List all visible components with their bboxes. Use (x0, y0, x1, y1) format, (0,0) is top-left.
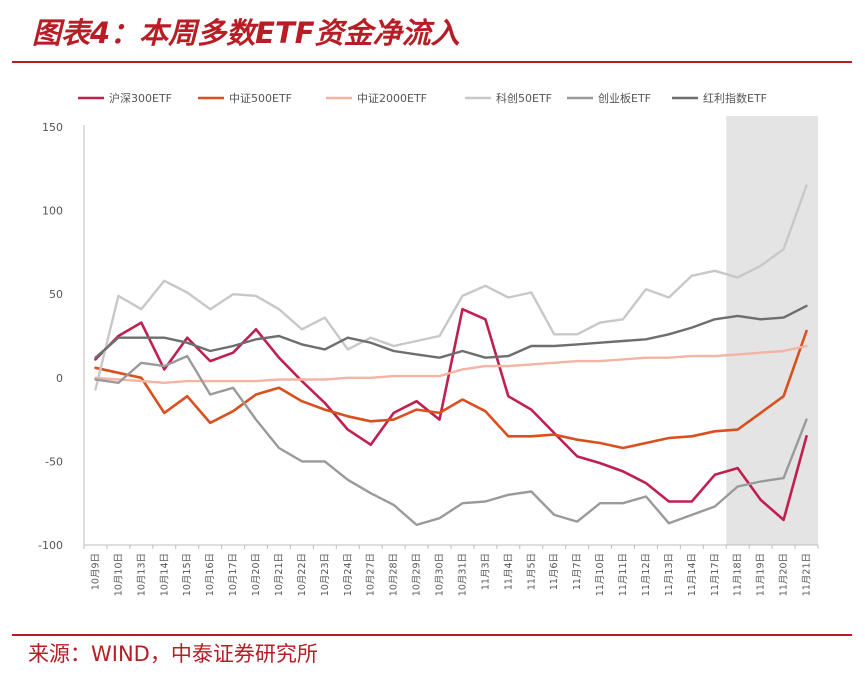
x-tick-label: 11月21日 (802, 553, 813, 596)
series-line-1 (94, 307, 808, 522)
x-tick-label: 10月29日 (412, 553, 423, 596)
x-tick-label: 10月14日 (159, 553, 170, 596)
source-divider (12, 634, 852, 636)
x-tick-label: 10月28日 (389, 553, 400, 596)
x-tick-label: 11月10日 (595, 553, 606, 596)
legend-label: 科创50ETF (496, 91, 552, 105)
x-tick-label: 11月5日 (526, 553, 537, 590)
x-tick-label: 11月18日 (733, 553, 744, 596)
x-tick-label: 10月21日 (274, 553, 285, 596)
x-tick-label: 10月30日 (435, 553, 446, 596)
legend-label: 沪深300ETF (109, 91, 172, 105)
legend-label: 中证500ETF (229, 92, 292, 105)
legend-label: 红利指数ETF (703, 91, 767, 105)
y-tick-label: 150 (42, 121, 63, 134)
source-note: 来源：WIND，中泰证券研究所 (28, 642, 318, 666)
series-line-2 (94, 329, 808, 450)
x-tick-label: 10月13日 (136, 553, 147, 596)
x-tick-label: 10月17日 (228, 553, 239, 596)
y-tick-label: -100 (38, 539, 63, 552)
x-tick-label: 10月27日 (366, 553, 377, 596)
x-tick-label: 11月4日 (503, 553, 514, 590)
chart-title: 图表4：本周多数ETF资金净流入 (32, 16, 460, 50)
legend-label: 中证2000ETF (357, 92, 427, 105)
x-tick-label: 11月3日 (480, 553, 491, 590)
y-tick-label: 0 (56, 372, 63, 385)
x-tick-label: 10月22日 (297, 553, 308, 596)
x-tick-label: 10月24日 (343, 553, 354, 596)
x-tick-label: 10月15日 (182, 553, 193, 596)
x-tick-label: 10月20日 (251, 553, 262, 596)
x-tick-label: 10月31日 (457, 553, 468, 596)
x-tick-label: 11月6日 (549, 553, 560, 590)
x-tick-label: 10月10日 (113, 553, 124, 596)
y-tick-label: -50 (45, 455, 63, 468)
series-line-4 (94, 184, 808, 391)
x-tick-label: 10月23日 (320, 553, 331, 596)
x-tick-label: 10月16日 (205, 553, 216, 596)
series-line-5 (94, 354, 808, 527)
title-divider (12, 61, 852, 63)
legend-label: 创业板ETF (598, 91, 651, 105)
x-tick-label: 11月12日 (641, 553, 652, 596)
x-tick-label: 11月20日 (779, 553, 790, 596)
x-tick-label: 11月7日 (572, 553, 583, 590)
x-tick-label: 11月17日 (710, 553, 721, 596)
y-tick-label: 50 (49, 288, 63, 301)
x-tick-label: 11月14日 (687, 553, 698, 596)
y-tick-label: 100 (42, 205, 63, 218)
x-tick-label: 11月13日 (664, 553, 675, 596)
x-tick-label: 11月11日 (618, 553, 629, 596)
series-line-6 (94, 304, 808, 359)
series-line-3 (94, 344, 808, 384)
x-tick-label: 10月9日 (90, 553, 101, 590)
x-tick-label: 11月19日 (756, 553, 767, 596)
